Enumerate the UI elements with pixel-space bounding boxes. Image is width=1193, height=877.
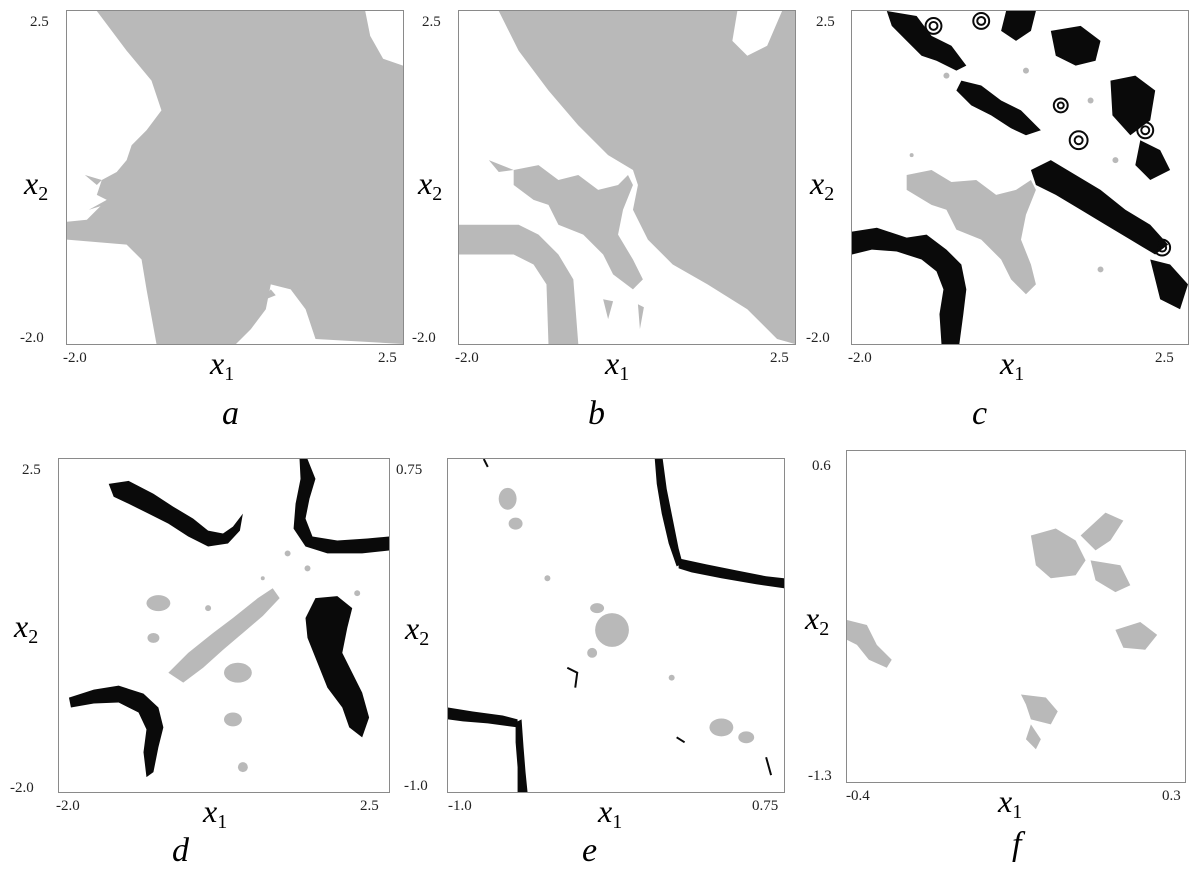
- x-max-tick: 2.5: [1155, 350, 1174, 366]
- panel-caption: e: [582, 832, 598, 869]
- gray-filaments: [909, 67, 1119, 273]
- x-axis-label: x1: [998, 783, 1023, 823]
- gray-basin-diagonal: [168, 588, 280, 683]
- panel-caption: b: [588, 395, 605, 432]
- y-axis-label: x2: [14, 608, 39, 648]
- plot-area: [447, 458, 785, 793]
- black-filaments: [482, 459, 773, 776]
- gray-basin-islands: [498, 487, 755, 744]
- basin-map: [847, 512, 1158, 750]
- x-max-tick: 2.5: [360, 798, 379, 814]
- plot-area: [846, 450, 1186, 783]
- y-max-tick: 2.5: [422, 14, 441, 30]
- x-max-tick: 0.3: [1162, 788, 1181, 804]
- basin-map: [852, 11, 1188, 344]
- x-min-tick: -2.0: [455, 350, 479, 366]
- y-min-tick: -2.0: [806, 330, 830, 346]
- basin-map: [68, 459, 389, 778]
- x-min-tick: -2.0: [56, 798, 80, 814]
- y-min-tick: -1.3: [808, 768, 832, 784]
- basin-map: [459, 11, 795, 344]
- y-min-tick: -1.0: [404, 778, 428, 794]
- black-basin-right: [305, 596, 370, 738]
- plot-area: [58, 458, 390, 793]
- basin-map: [448, 459, 784, 792]
- x-axis-label: x1: [1000, 345, 1025, 385]
- black-basin-bottom: [448, 707, 528, 792]
- black-basin-upper-left: [108, 480, 243, 547]
- y-max-tick: 2.5: [816, 14, 835, 30]
- black-basin-upper-right: [1001, 11, 1171, 180]
- x-axis-label: x1: [605, 345, 630, 385]
- black-basin-upper-right: [293, 459, 389, 554]
- y-axis-label: x2: [405, 610, 430, 650]
- x-min-tick: -0.4: [846, 788, 870, 804]
- gray-basin-region: [67, 11, 403, 344]
- black-basin-lower-left: [68, 685, 164, 778]
- x-axis-label: x1: [203, 793, 228, 833]
- gray-basin-channel: [459, 224, 579, 344]
- y-min-tick: -2.0: [10, 780, 34, 796]
- y-axis-label: x2: [24, 165, 49, 205]
- panel-caption: f: [1012, 826, 1022, 863]
- black-basin-upper-left: [886, 11, 1041, 136]
- x-axis-label: x1: [210, 345, 235, 385]
- panel-caption: a: [222, 395, 239, 432]
- y-min-tick: -2.0: [20, 330, 44, 346]
- y-axis-label: x2: [805, 600, 830, 640]
- x-min-tick: -2.0: [63, 350, 87, 366]
- basin-map: [67, 11, 403, 344]
- plot-area: [66, 10, 404, 345]
- spiral-lobes: [924, 11, 1172, 257]
- x-axis-label: x1: [598, 793, 623, 833]
- x-min-tick: -2.0: [848, 350, 872, 366]
- black-basin-top: [654, 459, 784, 589]
- y-max-tick: 0.75: [396, 462, 423, 478]
- gray-basin-islands: [847, 512, 1158, 750]
- panel-caption: c: [972, 395, 988, 432]
- y-min-tick: -2.0: [412, 330, 436, 346]
- y-max-tick: 0.6: [812, 458, 831, 474]
- y-axis-label: x2: [418, 165, 443, 205]
- x-max-tick: 0.75: [752, 798, 779, 814]
- plot-area: [458, 10, 796, 345]
- black-basin-diagonal: [1030, 160, 1188, 310]
- gray-basin-upper: [498, 11, 795, 344]
- gray-basin-center: [513, 165, 643, 290]
- gray-basin-center: [906, 170, 1036, 295]
- plot-area: [851, 10, 1189, 345]
- y-max-tick: 2.5: [30, 14, 49, 30]
- panel-caption: d: [172, 832, 189, 869]
- x-max-tick: 2.5: [378, 350, 397, 366]
- x-min-tick: -1.0: [448, 798, 472, 814]
- gray-basin-islands: [146, 550, 361, 773]
- y-axis-label: x2: [810, 165, 835, 205]
- black-basin-lower-left: [852, 227, 967, 344]
- x-max-tick: 2.5: [770, 350, 789, 366]
- y-max-tick: 2.5: [22, 462, 41, 478]
